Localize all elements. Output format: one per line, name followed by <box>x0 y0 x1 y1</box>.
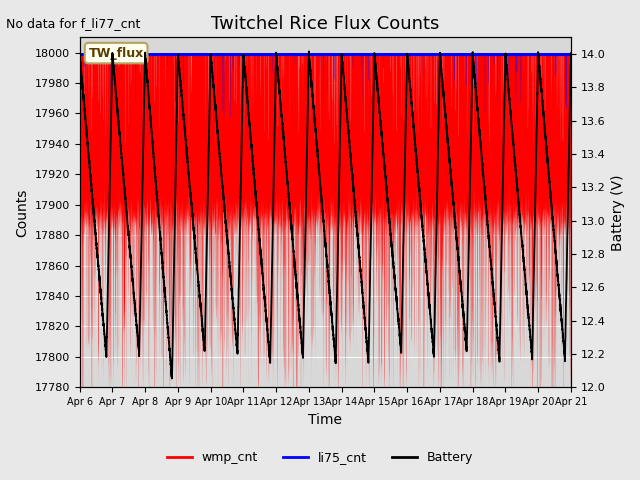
Y-axis label: Counts: Counts <box>15 188 29 237</box>
Text: TW_flux: TW_flux <box>88 47 144 60</box>
X-axis label: Time: Time <box>308 413 342 427</box>
Legend: wmp_cnt, li75_cnt, Battery: wmp_cnt, li75_cnt, Battery <box>162 446 478 469</box>
Y-axis label: Battery (V): Battery (V) <box>611 174 625 251</box>
Title: Twitchel Rice Flux Counts: Twitchel Rice Flux Counts <box>211 15 440 33</box>
Text: No data for f_li77_cnt: No data for f_li77_cnt <box>6 17 141 30</box>
